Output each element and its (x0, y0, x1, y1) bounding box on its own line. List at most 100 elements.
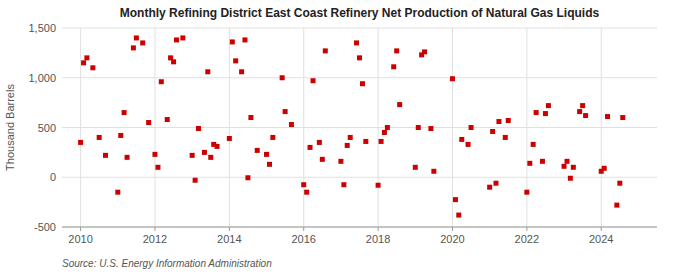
point (546, 103, 551, 108)
point (568, 176, 573, 181)
point (190, 153, 195, 158)
point (543, 111, 548, 116)
point (115, 190, 120, 195)
point (245, 175, 250, 180)
point (534, 110, 539, 115)
y-tick-label: -500 (34, 221, 56, 233)
point (233, 58, 238, 63)
point (317, 140, 322, 145)
points (78, 35, 625, 217)
point (152, 152, 157, 157)
y-tick-label: 500 (38, 122, 56, 134)
point (565, 159, 570, 164)
point (205, 69, 210, 74)
grid (62, 28, 657, 227)
x-tick-label: 2022 (515, 233, 539, 245)
point (202, 150, 207, 155)
y-tick-label: 0 (50, 171, 56, 183)
chart-container: Monthly Refining District East Coast Ref… (0, 0, 675, 275)
y-tick-label: 1,000 (28, 72, 56, 84)
point (270, 135, 275, 140)
x-tick (80, 227, 81, 231)
point (84, 55, 89, 60)
x-tick (378, 227, 379, 231)
x-grid-line (378, 28, 379, 227)
point (428, 126, 433, 131)
chart: Monthly Refining District East Coast Ref… (0, 0, 675, 275)
point (583, 113, 588, 118)
point (140, 40, 145, 45)
x-tick (601, 227, 602, 231)
y-tick-label: 1,500 (28, 22, 56, 34)
y-grid-line (62, 177, 657, 178)
point (196, 126, 201, 131)
x-grid-line (303, 28, 304, 227)
point (376, 183, 381, 188)
point (503, 135, 508, 140)
point (394, 48, 399, 53)
point (304, 190, 309, 195)
point (320, 157, 325, 162)
point (450, 76, 455, 81)
point (208, 155, 213, 160)
point (267, 162, 272, 167)
point (466, 142, 471, 147)
y-axis-label: Thousand Barrels (4, 84, 16, 171)
point (459, 137, 464, 142)
point (422, 49, 427, 54)
point (524, 190, 529, 195)
point (354, 40, 359, 45)
point (614, 203, 619, 208)
point (540, 159, 545, 164)
point (397, 102, 402, 107)
x-grid-line (80, 28, 81, 227)
point (122, 110, 127, 115)
x-tick (452, 227, 453, 231)
point (506, 118, 511, 123)
point (289, 122, 294, 127)
x-tick-label: 2024 (589, 233, 613, 245)
point (255, 148, 260, 153)
point (146, 120, 151, 125)
x-tick-label: 2018 (366, 233, 390, 245)
point (227, 136, 232, 141)
point (264, 152, 269, 157)
point (215, 144, 220, 149)
y-grid-line (62, 227, 657, 228)
point (379, 139, 384, 144)
point (301, 182, 306, 187)
point (493, 181, 498, 186)
point (431, 169, 436, 174)
x-grid-line (154, 28, 155, 227)
point (382, 130, 387, 135)
point (496, 119, 501, 124)
point (385, 125, 390, 130)
point (165, 117, 170, 122)
point (81, 60, 86, 65)
point (345, 143, 350, 148)
point (118, 133, 123, 138)
title: Monthly Refining District East Coast Ref… (120, 6, 600, 20)
point (308, 145, 313, 150)
x-tick-label: 2020 (440, 233, 464, 245)
x-grid-line (452, 28, 453, 227)
x-axis-line (62, 227, 657, 228)
point (323, 48, 328, 53)
x-tick (526, 227, 527, 231)
point (174, 37, 179, 42)
x-tick-label: 2012 (143, 233, 167, 245)
point (562, 164, 567, 169)
point (283, 109, 288, 114)
point (248, 115, 253, 120)
point (159, 79, 164, 84)
point (605, 114, 610, 119)
x-grid-line (601, 28, 602, 227)
point (311, 78, 316, 83)
point (413, 165, 418, 170)
point (617, 181, 622, 186)
x-tick-label: 2014 (217, 233, 241, 245)
x-tick (154, 227, 155, 231)
point (242, 37, 247, 42)
y-grid-line (62, 28, 657, 29)
point (103, 153, 108, 158)
